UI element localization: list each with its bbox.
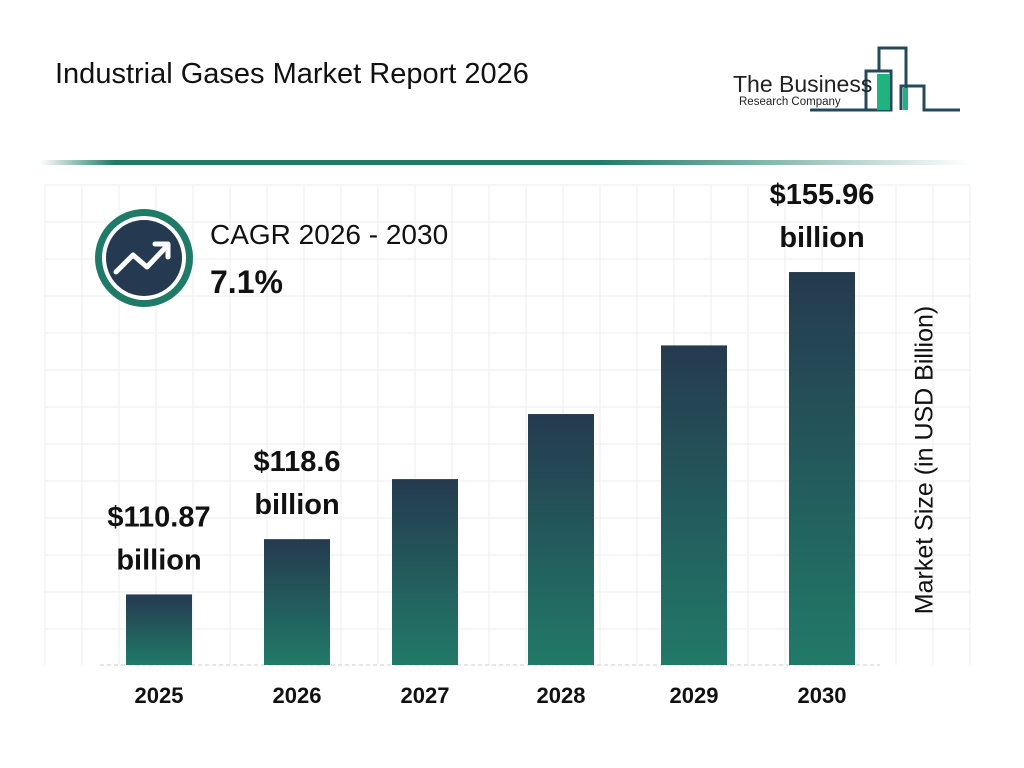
bar-2028 [528,414,594,665]
x-tick-label: 2030 [798,683,847,708]
trending-up-icon [113,244,169,275]
x-tick-label: 2027 [401,683,450,708]
x-tick-label: 2026 [273,683,322,708]
data-label-value: $118.6 [253,446,340,478]
page-title: Industrial Gases Market Report 2026 [55,58,529,90]
cagr-label: CAGR 2026 - 2030 [210,219,449,250]
header-divider [40,160,970,165]
x-tick-label: 2025 [135,683,184,708]
logo-text-line1: The Business [733,71,873,97]
bar-2029 [661,345,727,665]
data-label-unit: billion [779,222,864,254]
bar-2026 [264,539,330,665]
bar-2027 [392,479,458,665]
logo-buildings-icon [810,46,960,112]
data-label-value: $110.87 [107,501,210,533]
company-logo: The Business Research Company [730,40,970,120]
x-tick-label: 2029 [670,683,719,708]
data-label-value: $155.96 [770,179,875,211]
cagr-value: 7.1% [210,264,283,300]
data-label-unit: billion [116,544,201,576]
bar-2030 [789,272,855,665]
cagr-icon [95,209,193,307]
data-label-unit: billion [254,489,339,521]
x-tick-label: 2028 [537,683,586,708]
y-axis-label: Market Size (in USD Billion) [910,305,939,615]
bar-2025 [126,594,192,665]
logo-text-line2: Research Company [739,96,841,108]
